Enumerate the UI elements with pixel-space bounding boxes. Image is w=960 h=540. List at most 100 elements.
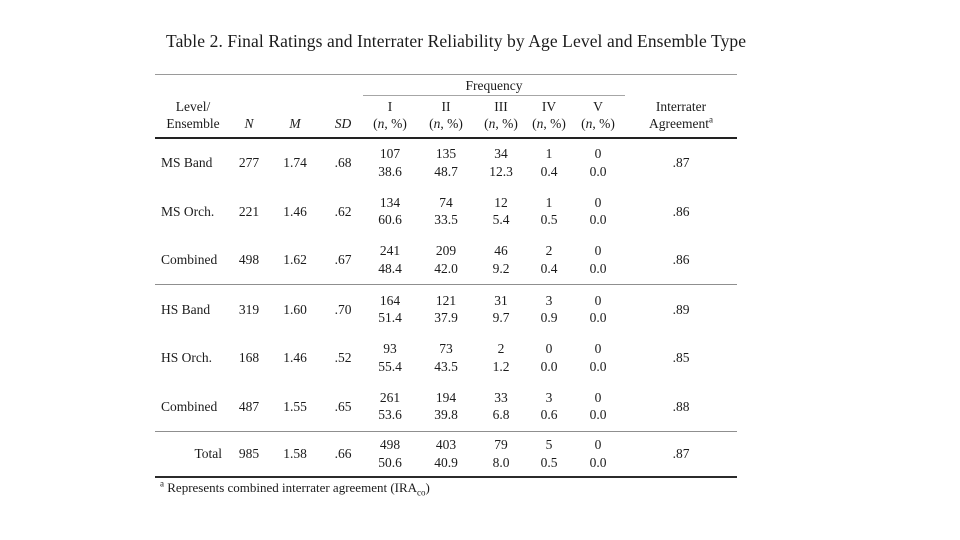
column-header-row: Level/Ensemble N M SD I (n, %) II (n, %) I… xyxy=(155,95,738,139)
col-header-m: M xyxy=(267,95,323,139)
m-cell: 1.62 xyxy=(267,235,323,286)
freq-pct: 0.9 xyxy=(540,310,558,326)
level-cell: Total xyxy=(155,431,231,478)
header-sub: (n, %) xyxy=(373,116,407,131)
freq-cell-1: 241 48.4 xyxy=(363,235,417,286)
ira-cell: .89 xyxy=(672,301,690,317)
header-line: III xyxy=(494,99,508,114)
footnote-subscript: co xyxy=(417,487,426,498)
freq-pct: 0.4 xyxy=(540,163,558,179)
freq-n: 134 xyxy=(379,194,401,210)
n-cell: 319 xyxy=(238,301,260,317)
freq-n: 3 xyxy=(545,292,553,308)
n-symbol: n xyxy=(585,116,593,132)
pct-symbol: , %) xyxy=(440,116,463,132)
table-row-ms-orch: MS Orch. 221 1.46 .62 134 60.6 74 33.5 12 5… xyxy=(155,187,737,236)
freq-n: 12 xyxy=(494,194,508,210)
pct-symbol: , %) xyxy=(592,116,615,132)
freq-n: 194 xyxy=(435,389,457,405)
freq-cell-3: 34 12.3 xyxy=(475,138,527,188)
freq-pct: 6.8 xyxy=(492,407,510,423)
ira-cell: .86 xyxy=(672,203,690,219)
table-caption: Table 2. Final Ratings and Interrater Re… xyxy=(166,31,747,51)
freq-cell-2: 74 33.5 xyxy=(417,187,475,236)
sd-cell: .62 xyxy=(334,203,352,219)
n-cell: 985 xyxy=(231,431,267,478)
ira-cell: .87 xyxy=(625,431,738,478)
freq-n: 0 xyxy=(545,341,553,357)
n-symbol: n xyxy=(488,116,496,132)
freq-pct: 0.6 xyxy=(540,407,558,423)
freq-n: 0 xyxy=(594,243,602,259)
level-cell: Combined xyxy=(155,382,231,432)
pct-symbol: , %) xyxy=(543,116,566,132)
m-cell: 1.60 xyxy=(283,301,307,317)
n-symbol: n xyxy=(536,116,544,132)
pct-symbol: , %) xyxy=(384,116,407,132)
data-table: Frequency Level/Ensemble N M SD I (n, %) … xyxy=(155,74,738,478)
freq-n: 79 xyxy=(494,436,508,452)
freq-n: 0 xyxy=(594,436,602,452)
freq-n: 34 xyxy=(494,146,508,162)
freq-pct: 0.0 xyxy=(589,212,607,228)
freq-cell-3: 79 8.0 xyxy=(475,431,527,478)
paren: ( xyxy=(581,116,586,132)
table-row-ms-band: MS Band 277 1.74 .68 107 38.6 135 48.7 34 1… xyxy=(155,138,737,188)
freq-pct: 0.5 xyxy=(540,454,558,470)
header-line: Interrater xyxy=(655,99,707,114)
freq-pct: 48.4 xyxy=(378,260,402,276)
freq-n: 135 xyxy=(435,146,457,162)
table-row-ms-combined: Combined 498 1.62 .67 241 48.4 209 42.0 46… xyxy=(155,235,738,286)
freq-cell-2: 73 43.5 xyxy=(417,334,475,383)
freq-pct: 0.0 xyxy=(589,454,607,470)
sd-cell: .65 xyxy=(323,382,363,432)
freq-cell-2: 403 40.9 xyxy=(417,431,475,478)
header-line: V xyxy=(593,99,603,114)
freq-pct: 48.7 xyxy=(434,163,458,179)
freq-pct: 40.9 xyxy=(434,454,458,470)
header-line: I xyxy=(387,99,393,114)
freq-cell-4: 5 0.5 xyxy=(527,431,571,478)
freq-pct: 50.6 xyxy=(378,454,402,470)
freq-pct: 0.0 xyxy=(589,407,607,423)
footnote-suffix: ) xyxy=(425,479,430,495)
freq-pct: 1.2 xyxy=(492,358,510,374)
n-cell: 277 xyxy=(238,155,260,171)
freq-pct: 0.0 xyxy=(589,163,607,179)
freq-cell-3: 31 9.7 xyxy=(475,285,527,334)
sd-cell: .66 xyxy=(323,431,363,478)
freq-cell-2: 194 39.8 xyxy=(417,382,475,432)
freq-n: 2 xyxy=(497,341,505,357)
header-line: Level/ xyxy=(175,99,211,114)
sd-cell: .68 xyxy=(334,155,352,171)
freq-pct: 60.6 xyxy=(378,212,402,228)
level-cell: HS Band xyxy=(161,301,211,317)
sd-cell: .67 xyxy=(323,235,363,286)
freq-n: 31 xyxy=(494,292,508,308)
header-line: IV xyxy=(541,99,557,114)
col-header-interrater-agreement: Interrater Agreementa xyxy=(625,95,738,139)
sd-cell: .52 xyxy=(334,350,352,366)
freq-pct: 53.6 xyxy=(378,407,402,423)
ira-cell: .86 xyxy=(625,235,738,286)
col-header-freq-2: II (n, %) xyxy=(417,95,475,139)
freq-n: 0 xyxy=(594,292,602,308)
spacer-cell xyxy=(625,75,737,96)
freq-n: 0 xyxy=(594,389,602,405)
freq-cell-3: 46 9.2 xyxy=(475,235,527,286)
freq-pct: 51.4 xyxy=(378,310,402,326)
sd-cell: .70 xyxy=(334,301,352,317)
freq-pct: 33.5 xyxy=(434,212,458,228)
freq-pct: 43.5 xyxy=(434,358,458,374)
freq-n: 74 xyxy=(439,194,453,210)
freq-n: 0 xyxy=(594,146,602,162)
col-header-sd: SD xyxy=(323,95,363,139)
freq-cell-1: 93 55.4 xyxy=(363,334,417,383)
table-row-hs-band: HS Band 319 1.60 .70 164 51.4 121 37.9 31 9… xyxy=(155,285,737,334)
paren: ( xyxy=(532,116,537,132)
freq-cell-2: 209 42.0 xyxy=(417,235,475,286)
freq-n: 261 xyxy=(379,389,401,405)
col-header-freq-3: III (n, %) xyxy=(475,95,527,139)
freq-cell-1: 164 51.4 xyxy=(363,285,417,334)
freq-n: 1 xyxy=(545,194,553,210)
